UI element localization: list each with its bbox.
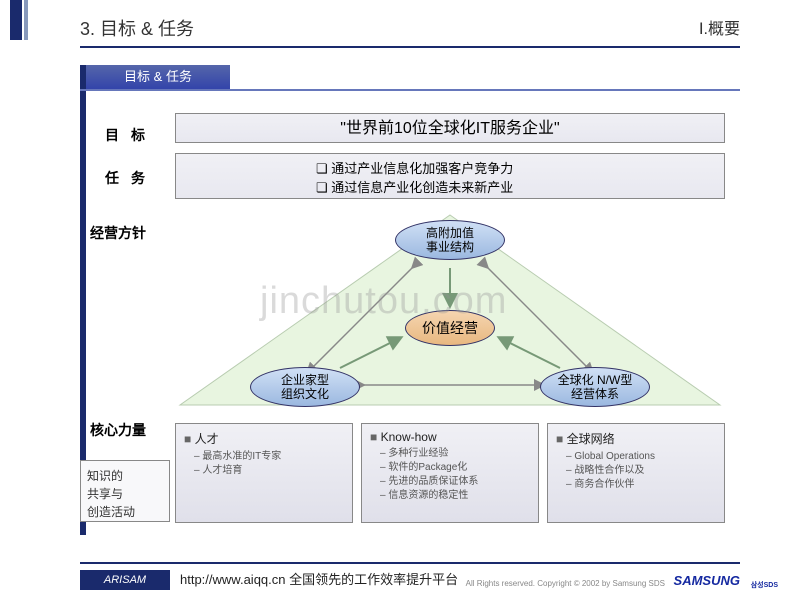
footer-line (80, 562, 740, 564)
core-box-talent: 人才 最高水准的IT专家 人才培育 (175, 423, 353, 523)
header-title: 3. 目标 & 任务 (80, 15, 194, 41)
task-item: 通过产业信息化加强客户竞争力 (316, 158, 724, 177)
node-left: 企业家型 组织文化 (250, 367, 360, 407)
copyright: All Rights reserved. Copyright © 2002 by… (466, 579, 665, 588)
core-box-knowhow: Know-how 多种行业经验 软件的Package化 先进的品质保证体系 信息… (361, 423, 539, 523)
decor-bar-thin (24, 0, 28, 40)
node-center: 价值经营 (405, 310, 495, 346)
section-tag: 目标 & 任务 (80, 65, 230, 89)
core-box-network: 全球网络 Global Operations 战略性合作以及 商务合作伙伴 (547, 423, 725, 523)
core-title: 人才 (184, 430, 344, 447)
label-task: 任务 (105, 168, 157, 188)
tag-underline (80, 89, 740, 91)
task-item: 通过信息产业化创造未来新产业 (316, 177, 724, 196)
label-core: 核心力量 (90, 420, 146, 440)
page-header: 3. 目标 & 任务 Ⅰ.概要 (80, 15, 740, 48)
label-target: 目标 (105, 125, 157, 145)
arisam-logo: ARISAM (80, 570, 170, 590)
decor-bar-thick (10, 0, 22, 40)
samsung-logo: SAMSUNG (674, 573, 740, 588)
sds-logo: 삼성SDS (751, 580, 778, 590)
node-right: 全球化 N/W型 经营体系 (540, 367, 650, 407)
core-title: Know-how (370, 430, 530, 444)
node-top: 高附加值 事业结构 (395, 220, 505, 260)
task-box: 通过产业信息化加强客户竞争力 通过信息产业化创造未来新产业 (175, 153, 725, 199)
label-policy: 经营方针 (90, 223, 146, 243)
footer: ARISAM http://www.aiqq.cn 全国领先的工作效率提升平台 … (0, 566, 800, 592)
core-title: 全球网络 (556, 430, 716, 447)
header-right: Ⅰ.概要 (699, 15, 740, 41)
core-row: 人才 最高水准的IT专家 人才培育 Know-how 多种行业经验 软件的Pac… (175, 423, 725, 523)
footer-url: http://www.aiqq.cn 全国领先的工作效率提升平台 (180, 569, 458, 588)
goal-box: "世界前10位全球化IT服务企业" (175, 113, 725, 143)
knowledge-box: 知识的 共享与 创造活动 (80, 460, 170, 522)
